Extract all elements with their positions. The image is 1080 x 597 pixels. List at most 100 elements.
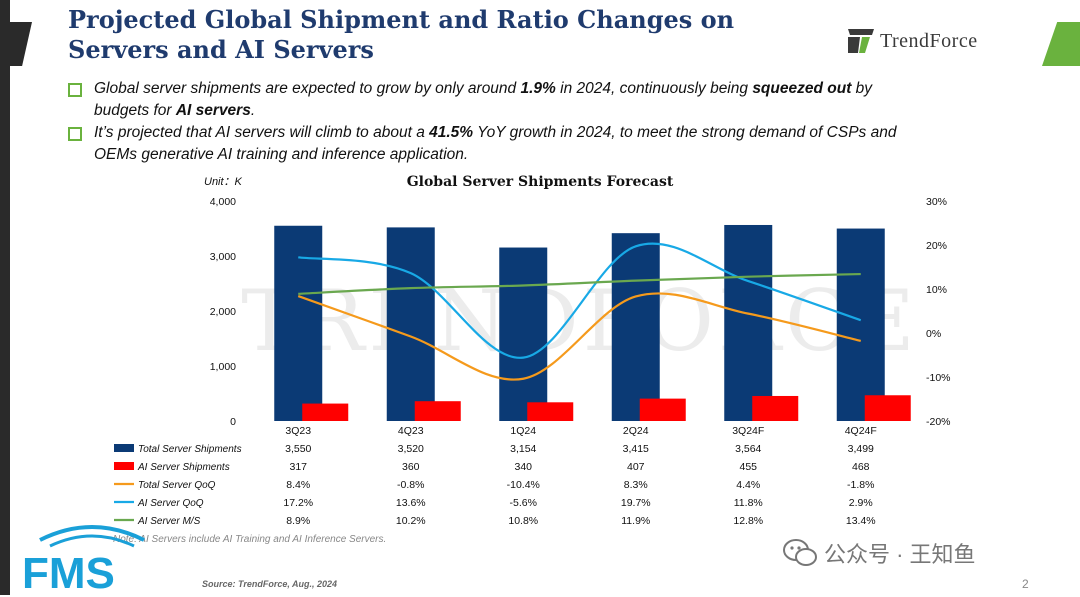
right-axis-tick-label: 20% xyxy=(926,240,947,252)
table-cell: 11.8% xyxy=(734,497,763,509)
table-cell: 468 xyxy=(852,461,870,473)
left-axis-tick-label: 0 xyxy=(230,416,236,428)
table-cell: 17.2% xyxy=(283,497,313,509)
right-axis-tick-label: 10% xyxy=(926,284,947,296)
left-axis-tick-label: 2,000 xyxy=(210,306,236,318)
table-cell: -10.4% xyxy=(507,479,540,491)
category-label: 2Q24 xyxy=(623,425,649,437)
ai-shipments-bar xyxy=(527,402,574,421)
bullet-emphasis: 41.5% xyxy=(429,124,474,141)
category-label: 3Q23 xyxy=(285,425,311,437)
right-axis-tick-label: -20% xyxy=(926,416,951,428)
table-cell: 12.8% xyxy=(733,515,763,527)
trendforce-logo-text: TrendForce xyxy=(880,29,978,52)
wechat-account-label: 公众号 · 王知鱼 xyxy=(824,542,976,567)
page-number: 2 xyxy=(1022,577,1029,591)
bullet-run: . xyxy=(250,102,256,119)
bullet-emphasis: 1.9% xyxy=(520,80,556,97)
table-cell: 8.9% xyxy=(286,515,310,527)
table-cell: 10.2% xyxy=(396,515,426,527)
wechat-watermark: 公众号 · 王知鱼 xyxy=(782,537,976,569)
total-shipments-bar xyxy=(724,224,773,421)
bullet-run: It’s projected that AI servers will clim… xyxy=(94,124,430,141)
table-cell: -0.8% xyxy=(397,479,424,491)
bullet-emphasis: squeezed out xyxy=(752,80,852,97)
total-shipments-bar xyxy=(611,233,660,421)
left-axis-tick-label: 4,000 xyxy=(210,196,236,208)
ai-shipments-bar xyxy=(414,401,461,421)
bullet-square-icon xyxy=(68,83,82,97)
chart-note: Note: AI Servers include AI Training and… xyxy=(113,534,386,545)
legend-label: AI Server Shipments xyxy=(137,462,230,473)
table-cell: 19.7% xyxy=(621,497,651,509)
source-note: Source: TrendForce, Aug., 2024 xyxy=(202,579,338,589)
table-cell: 3,415 xyxy=(623,443,649,455)
category-label: 4Q24F xyxy=(845,425,877,437)
table-cell: 4.4% xyxy=(736,479,760,491)
table-cell: 2.9% xyxy=(849,497,873,509)
table-cell: 3,520 xyxy=(398,443,424,455)
table-cell: 3,499 xyxy=(848,443,874,455)
fms-logo: FMS xyxy=(22,520,162,597)
bullet-text: It’s projected that AI servers will clim… xyxy=(94,122,928,166)
category-label: 1Q24 xyxy=(510,425,536,437)
bullet-item: Global server shipments are expected to … xyxy=(68,78,928,122)
left-axis-tick-label: 3,000 xyxy=(210,251,236,263)
bullet-run: by budgets for xyxy=(94,80,873,119)
table-cell: 11.9% xyxy=(621,515,650,527)
bullet-run: Global server shipments are expected to … xyxy=(94,80,521,97)
chart-title: Global Server Shipments Forecast xyxy=(407,174,674,190)
ai-shipments-bar xyxy=(639,398,686,421)
table-cell: 407 xyxy=(627,461,645,473)
bullet-item: It’s projected that AI servers will clim… xyxy=(68,122,928,166)
unit-label: Unit：K xyxy=(204,176,243,188)
table-cell: 13.4% xyxy=(846,515,876,527)
right-axis-tick-label: 0% xyxy=(926,328,941,340)
trendforce-watermark: TRENDFORCE xyxy=(241,272,918,370)
bullet-emphasis: AI servers xyxy=(175,102,251,119)
left-edge-strip xyxy=(0,0,10,595)
fms-logo-text: FMS xyxy=(22,549,115,592)
page-title: Projected Global Shipment and Ratio Chan… xyxy=(68,5,735,64)
bullet-text: Global server shipments are expected to … xyxy=(94,78,928,122)
legend-label: Total Server Shipments xyxy=(138,444,242,455)
bullet-list: Global server shipments are expected to … xyxy=(68,78,928,166)
bullet-run: in 2024, continuously being xyxy=(555,80,753,97)
table-cell: 8.4% xyxy=(286,479,310,491)
table-cell: 3,550 xyxy=(285,443,311,455)
table-cell: 360 xyxy=(402,461,420,473)
legend-swatch-total-shipments xyxy=(114,444,134,452)
table-cell: 3,154 xyxy=(510,443,536,455)
total-qoq-line xyxy=(297,292,862,381)
ai-shipments-bar xyxy=(752,395,799,421)
category-label: 4Q23 xyxy=(398,425,424,437)
table-cell: -1.8% xyxy=(847,479,874,491)
total-shipments-bar xyxy=(386,227,435,421)
table-cell: -5.6% xyxy=(510,497,537,509)
legend-swatch-ai-shipments xyxy=(114,462,134,470)
trendforce-logo: TrendForce xyxy=(848,28,978,54)
table-cell: 455 xyxy=(739,461,757,473)
total-shipments-bar xyxy=(836,228,885,421)
table-cell: 10.8% xyxy=(508,515,538,527)
ai-ms-line xyxy=(298,272,861,295)
table-cell: 317 xyxy=(289,461,307,473)
left-axis-tick-label: 1,000 xyxy=(210,361,236,373)
legend-label: AI Server M/S xyxy=(137,516,201,527)
table-cell: 8.3% xyxy=(624,479,648,491)
bullet-run: YoY growth in 2024, to meet the strong d… xyxy=(94,124,897,163)
total-shipments-bar xyxy=(499,247,548,421)
table-cell: 13.6% xyxy=(396,497,426,509)
legend-label: Total Server QoQ xyxy=(138,480,216,491)
ai-qoq-line xyxy=(298,242,862,359)
wechat-icon xyxy=(783,539,817,566)
table-cell: 3,564 xyxy=(735,443,761,455)
category-label: 3Q24F xyxy=(732,425,764,437)
total-shipments-bar xyxy=(274,225,323,421)
trendforce-logo-icon xyxy=(848,29,874,53)
legend-label: AI Server QoQ xyxy=(137,498,204,509)
bullet-square-icon xyxy=(68,127,82,141)
right-axis-tick-label: 30% xyxy=(926,196,947,208)
table-cell: 340 xyxy=(514,461,532,473)
